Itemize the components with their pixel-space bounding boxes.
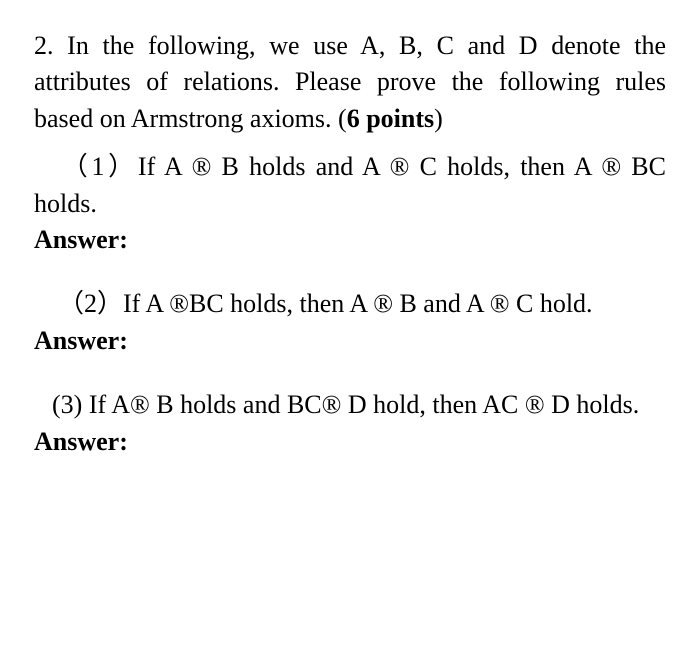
part-3-text: (3) If A® B holds and BC® D hold, then A…	[34, 387, 666, 423]
part-3-label: (3)	[52, 390, 82, 419]
part-1-label: （1）	[58, 152, 138, 181]
part-1-text: （1）If A ® B holds and A ® C holds, then …	[34, 149, 666, 222]
part-3: (3) If A® B holds and BC® D hold, then A…	[34, 387, 666, 460]
question-intro: 2. In the following, we use A, B, C and …	[34, 28, 666, 137]
answer-label-1: Answer:	[34, 222, 666, 258]
part-1: （1）If A ® B holds and A ® C holds, then …	[34, 149, 666, 258]
part-2-label: （2）	[58, 289, 123, 318]
intro-text-end: )	[434, 104, 443, 133]
part-2: （2）If A ®BC holds, then A ® B and A ® C …	[34, 286, 666, 359]
points-label: 6 points	[347, 104, 434, 133]
part-2-text: （2）If A ®BC holds, then A ® B and A ® C …	[34, 286, 666, 322]
answer-label-2: Answer:	[34, 323, 666, 359]
part-2-content: If A ®BC holds, then A ® B and A ® C hol…	[123, 289, 593, 318]
answer-label-3: Answer:	[34, 424, 666, 460]
part-3-content: If A® B holds and BC® D hold, then AC ® …	[82, 390, 639, 419]
